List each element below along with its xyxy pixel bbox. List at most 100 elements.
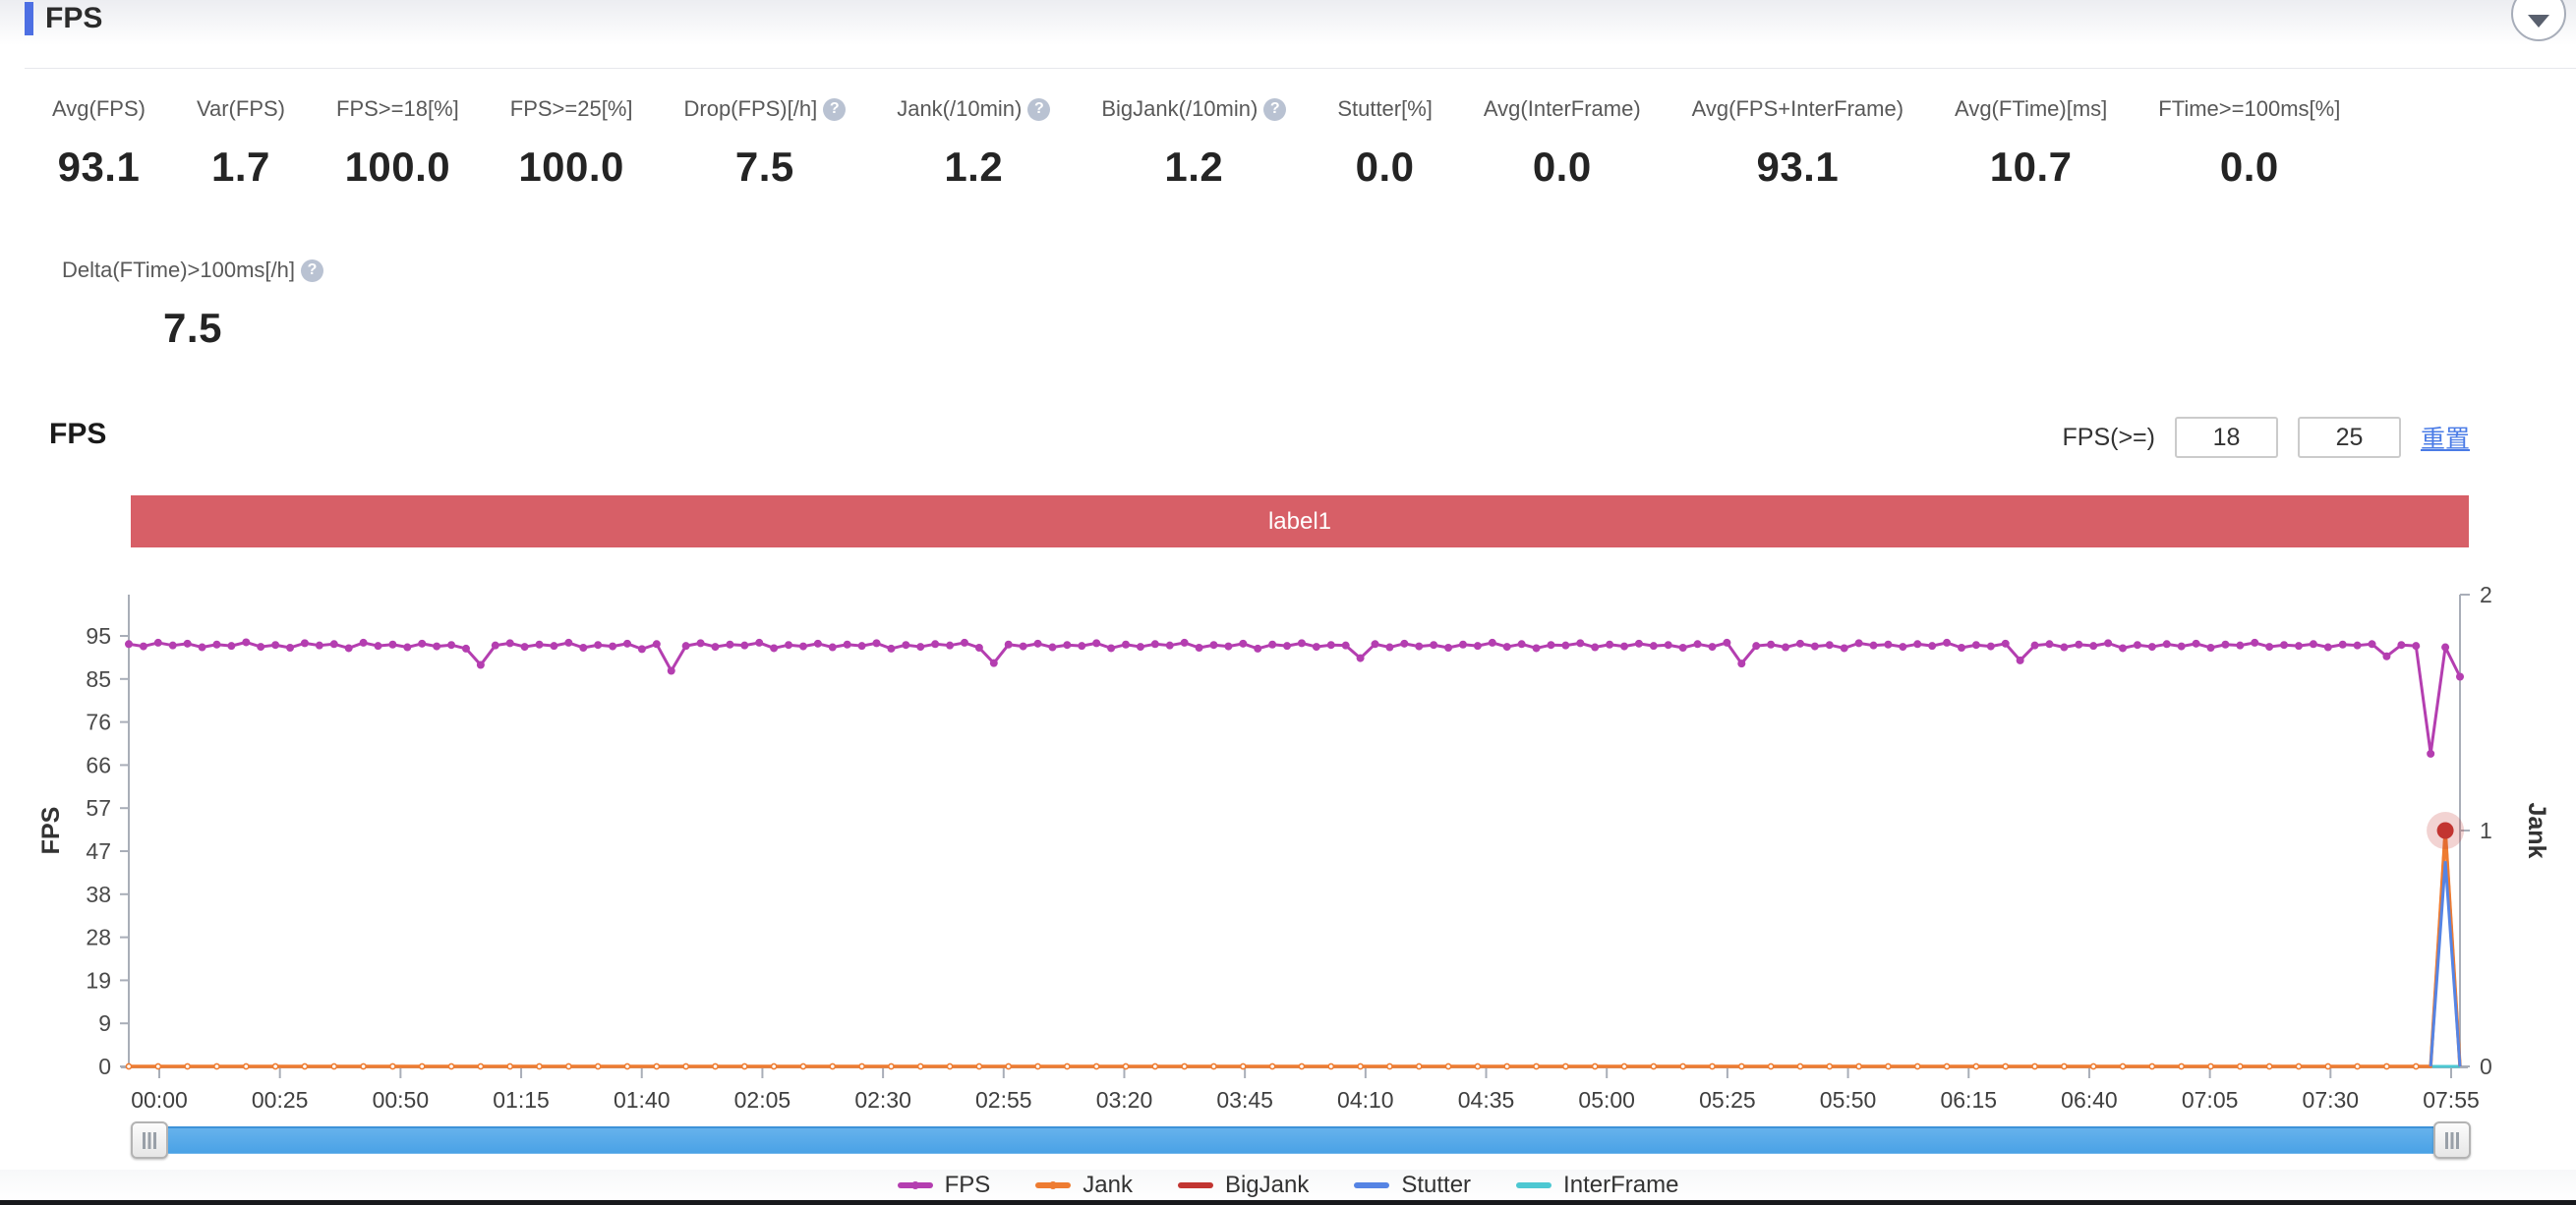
svg-text:03:20: 03:20: [1096, 1087, 1153, 1113]
svg-text:FPS: FPS: [37, 807, 65, 855]
legend-item-fps[interactable]: FPS: [897, 1172, 990, 1199]
metric-avg-fps-: Avg(FPS) 93.1: [52, 96, 146, 191]
metric-avg-ftime-ms-: Avg(FTime)[ms] 10.7: [1955, 96, 2107, 191]
legend-dot-marker: [1049, 1181, 1058, 1189]
svg-text:00:00: 00:00: [131, 1087, 188, 1113]
metric-label: FTime>=100ms[%]: [2158, 96, 2340, 122]
help-icon[interactable]: ?: [823, 97, 847, 121]
metric-label-text: Jank(/10min): [897, 96, 1023, 121]
reset-link[interactable]: 重置: [2420, 426, 2470, 453]
legend-item-stutter[interactable]: Stutter: [1354, 1172, 1471, 1199]
metric-value: 0.0: [2219, 143, 2279, 190]
datazoom-right-handle[interactable]: [2433, 1121, 2471, 1159]
metric-label-text: Avg(FPS+InterFrame): [1691, 96, 1904, 121]
legend-item-jank[interactable]: Jank: [1035, 1172, 1133, 1199]
metric-jank-10min-: Jank(/10min)? 1.2: [897, 96, 1051, 191]
metric-value: 1.2: [944, 143, 1004, 190]
chart-legend: FPS Jank BigJank Stutter InterFrame: [0, 1170, 2576, 1201]
svg-text:03:45: 03:45: [1216, 1087, 1273, 1113]
svg-text:01:15: 01:15: [493, 1087, 550, 1113]
svg-text:06:15: 06:15: [1940, 1087, 1997, 1113]
fps-threshold-low-input[interactable]: [2174, 417, 2278, 458]
metric-label-text: BigJank(/10min): [1101, 96, 1259, 121]
chart-label-banner-text: label1: [1267, 507, 1332, 535]
help-icon[interactable]: ?: [300, 258, 323, 282]
header-divider: [25, 68, 2576, 69]
svg-text:05:50: 05:50: [1820, 1087, 1877, 1113]
metric-label: Avg(FTime)[ms]: [1955, 96, 2107, 122]
svg-text:57: 57: [86, 795, 111, 821]
svg-text:07:05: 07:05: [2182, 1087, 2239, 1113]
svg-text:19: 19: [86, 967, 111, 993]
bottom-edge-strip: [0, 1200, 2576, 1205]
svg-text:04:35: 04:35: [1458, 1087, 1515, 1113]
metric-bigjank-10min-: BigJank(/10min)? 1.2: [1101, 96, 1287, 191]
legend-line-marker: [1177, 1182, 1213, 1188]
metric-label-text: FTime>=100ms[%]: [2158, 96, 2341, 121]
svg-text:02:30: 02:30: [854, 1087, 911, 1113]
metric-label: FPS>=25[%]: [510, 96, 633, 122]
svg-text:47: 47: [86, 838, 111, 864]
svg-text:06:40: 06:40: [2061, 1087, 2118, 1113]
metric-label: BigJank(/10min)?: [1101, 96, 1287, 122]
legend-item-interframe[interactable]: InterFrame: [1516, 1172, 1678, 1199]
metric-stutter-: Stutter[%] 0.0: [1337, 96, 1433, 191]
metric-value: 0.0: [1355, 143, 1415, 190]
metric-label-text: FPS>=18[%]: [336, 96, 459, 121]
header-background: [0, 0, 2576, 45]
svg-text:66: 66: [86, 752, 111, 777]
metric-label: Var(FPS): [197, 96, 285, 122]
metric-var-fps-: Var(FPS) 1.7: [197, 96, 285, 191]
metric-label: Stutter[%]: [1337, 96, 1433, 122]
datazoom-left-handle[interactable]: [131, 1121, 168, 1159]
metric-value: 7.5: [163, 305, 222, 351]
metric-label-text: FPS>=25[%]: [509, 96, 633, 121]
svg-text:05:00: 05:00: [1578, 1087, 1635, 1113]
svg-text:1: 1: [2480, 818, 2492, 843]
svg-text:02:05: 02:05: [734, 1087, 791, 1113]
page-title: FPS: [45, 2, 103, 34]
datazoom-slider: [131, 1121, 2471, 1159]
legend-item-bigjank[interactable]: BigJank: [1177, 1172, 1309, 1199]
collapse-section-button[interactable]: [2511, 0, 2566, 41]
metric-value: 1.2: [1164, 143, 1224, 190]
legend-line-marker: [1354, 1182, 1390, 1188]
metric-fps-25-: FPS>=25[%] 100.0: [510, 96, 633, 191]
legend-line-marker: [1035, 1181, 1072, 1189]
svg-text:Jank: Jank: [2523, 803, 2550, 859]
fps-threshold-label: FPS(>=): [2062, 423, 2155, 451]
metric-label: Delta(FTime)>100ms[/h]?: [62, 258, 323, 283]
metric-avg-interframe-: Avg(InterFrame) 0.0: [1484, 96, 1641, 191]
metric-label: Avg(FPS+InterFrame): [1692, 96, 1903, 122]
metric-value: 10.7: [1989, 143, 2073, 190]
metric-value: 93.1: [1756, 143, 1840, 190]
chart-label-banner: label1: [131, 495, 2469, 547]
help-icon[interactable]: ?: [1263, 97, 1287, 121]
section-accent-bar: [25, 2, 33, 35]
svg-text:2: 2: [2480, 582, 2492, 607]
metric-ftime-100ms-: FTime>=100ms[%] 0.0: [2158, 96, 2340, 191]
datazoom-track[interactable]: [168, 1126, 2433, 1154]
fps-threshold-controls: FPS(>=) 重置: [2062, 417, 2470, 458]
metric-label-text: Drop(FPS)[/h]: [683, 96, 818, 121]
metric-label-text: Var(FPS): [196, 96, 285, 121]
help-icon[interactable]: ?: [1027, 97, 1051, 121]
metrics-row-2: Delta(FTime)>100ms[/h]? 7.5: [62, 258, 323, 352]
fps-line-chart[interactable]: 0 9 19 28 38 47 57 66 76 85 95 0 1 2 00:00 00:25 00:50 01…: [0, 570, 2576, 1120]
metric-value: 100.0: [344, 143, 451, 190]
metric-label: FPS>=18[%]: [336, 96, 459, 122]
svg-text:07:55: 07:55: [2423, 1087, 2480, 1113]
fps-threshold-high-input[interactable]: [2297, 417, 2401, 458]
metric-label-text: Avg(FPS): [52, 96, 146, 121]
chevron-down-icon: [2528, 15, 2549, 28]
legend-dot-marker: [910, 1181, 919, 1189]
metric-delta-ftime-100ms-h-: Delta(FTime)>100ms[/h]? 7.5: [62, 258, 323, 352]
metric-label-text: Delta(FTime)>100ms[/h]: [62, 258, 295, 282]
metric-value: 7.5: [734, 143, 794, 190]
metric-label-text: Stutter[%]: [1337, 96, 1433, 121]
svg-text:76: 76: [86, 710, 111, 735]
metric-value: 100.0: [518, 143, 624, 190]
metric-value: 1.7: [211, 143, 270, 190]
svg-text:01:40: 01:40: [614, 1087, 671, 1113]
svg-text:0: 0: [98, 1054, 111, 1079]
